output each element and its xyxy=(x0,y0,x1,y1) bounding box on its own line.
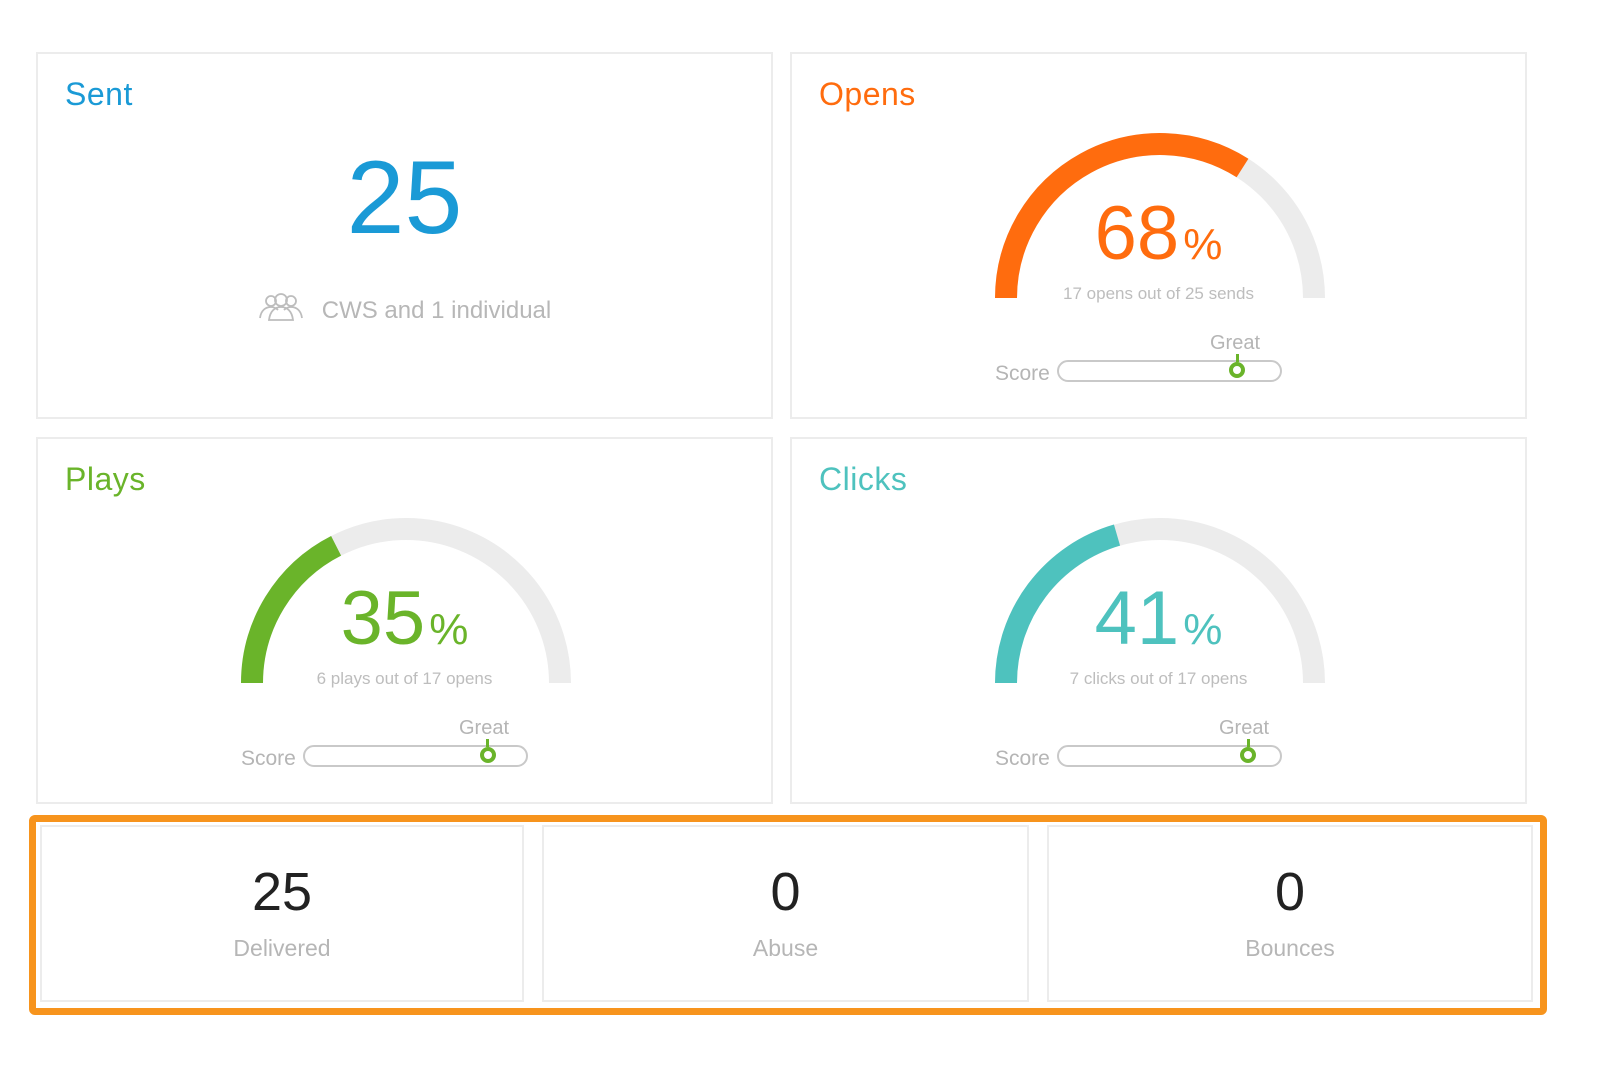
opens-score-stem xyxy=(1235,354,1239,362)
opens-score-label: Score xyxy=(995,362,1050,385)
opens-percent-value: 68 xyxy=(1094,191,1180,276)
clicks-percent: 41% xyxy=(792,581,1525,657)
opens-score-rating: Great xyxy=(1210,332,1261,354)
clicks-detail: 7 clicks out of 17 opens xyxy=(1069,669,1248,688)
opens-card: Opens 68% 17 opens out of 25 sends Great… xyxy=(790,52,1527,419)
plays-card: Plays 35% 6 plays out of 17 opens Great … xyxy=(36,437,773,804)
abuse-count: 0 xyxy=(770,862,801,922)
opens-percent: 68% xyxy=(792,196,1525,272)
delivered-count: 25 xyxy=(251,862,313,922)
plays-title: Plays xyxy=(65,461,146,497)
group-icon xyxy=(258,292,304,329)
plays-percent-value: 35 xyxy=(340,576,426,661)
clicks-percent-sign: % xyxy=(1183,605,1223,654)
clicks-score-marker xyxy=(1240,747,1257,763)
plays-score-track xyxy=(303,745,528,767)
clicks-score-track xyxy=(1057,745,1282,767)
plays-score-stem xyxy=(486,739,489,747)
clicks-percent-value: 41 xyxy=(1094,576,1180,661)
opens-score-marker xyxy=(1229,362,1245,378)
plays-score-rating: Great xyxy=(459,717,510,739)
opens-detail: 17 opens out of 25 sends xyxy=(1063,284,1254,303)
sent-count: 25 xyxy=(346,140,463,256)
delivered-label: Delivered xyxy=(233,935,331,961)
abuse-label: Abuse xyxy=(752,935,819,961)
sent-card: Sent 25 CWS and 1 individual xyxy=(36,52,773,419)
clicks-score-label: Score xyxy=(995,747,1050,770)
clicks-gauge-fill xyxy=(995,524,1121,684)
plays-gauge-fill xyxy=(241,536,342,684)
sent-recipients: CWS and 1 individual xyxy=(38,292,771,329)
plays-score-marker xyxy=(479,747,496,763)
opens-gauge xyxy=(995,133,1325,299)
clicks-title: Clicks xyxy=(819,461,908,497)
opens-title: Opens xyxy=(819,76,916,112)
plays-detail: 6 plays out of 17 opens xyxy=(316,669,493,688)
delivered-stat: 25 Delivered xyxy=(40,825,524,1002)
opens-percent-sign: % xyxy=(1183,220,1223,269)
sent-title: Sent xyxy=(65,76,133,112)
stats-highlight-box xyxy=(29,815,1547,1015)
bounces-label: Bounces xyxy=(1245,935,1335,961)
clicks-score-rating: Great xyxy=(1219,717,1270,739)
clicks-score-stem xyxy=(1246,739,1250,747)
clicks-card: Clicks 41% 7 clicks out of 17 opens Grea… xyxy=(790,437,1527,804)
opens-gauge-fill xyxy=(995,133,1249,299)
sent-recipients-text: CWS and 1 individual xyxy=(321,296,552,324)
bounces-stat: 0 Bounces xyxy=(1047,825,1533,1002)
opens-score-track xyxy=(1057,360,1282,382)
bounces-count: 0 xyxy=(1274,862,1306,922)
plays-percent-sign: % xyxy=(429,605,469,654)
plays-gauge xyxy=(241,518,571,684)
clicks-gauge xyxy=(995,518,1325,684)
abuse-stat: 0 Abuse xyxy=(542,825,1029,1002)
plays-percent: 35% xyxy=(38,581,771,657)
plays-score-label: Score xyxy=(241,747,296,770)
